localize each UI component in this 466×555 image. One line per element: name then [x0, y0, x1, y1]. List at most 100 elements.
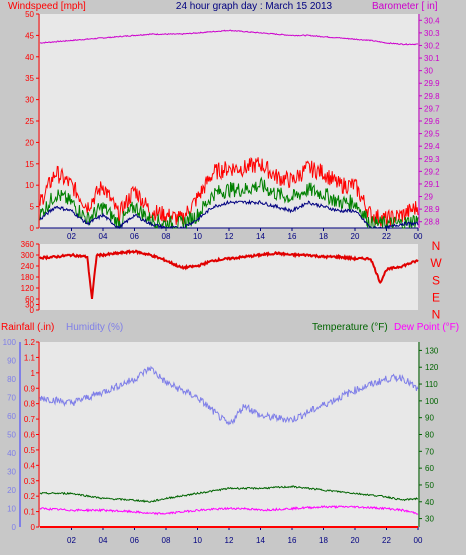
humidity-tick-label: 30 [7, 468, 16, 477]
time-tick-label: 20 [351, 232, 360, 241]
humidity-tick-label: 90 [7, 357, 16, 366]
wind-speed-series [39, 176, 419, 230]
windspeed-tick-label: 15 [25, 160, 34, 169]
time-tick-label: 04 [99, 232, 108, 241]
rainfall-tick-label: 1.2 [24, 338, 36, 347]
time-tick-label: 00 [414, 232, 423, 241]
direction-tick-label: 30 [25, 301, 34, 310]
temperature-tick-label: 130 [425, 346, 439, 355]
humidity-tick-label: 80 [7, 375, 16, 384]
barometer-tick-label: 29 [424, 193, 433, 202]
windspeed-tick-label: 30 [25, 96, 34, 105]
wind-direction-series [39, 249, 419, 300]
rainfall-tick-label: 0.5 [24, 446, 36, 455]
rainfall-tick-label: 1 [31, 369, 36, 378]
temperature-series [39, 485, 419, 503]
temperature-tick-label: 110 [425, 380, 438, 389]
wind-average-series [39, 199, 419, 230]
chart-title: 24 hour graph day : March 15 2013 [176, 1, 333, 12]
time-tick-label: 18 [319, 232, 328, 241]
compass-label: N [432, 308, 441, 322]
time-tick-label: 10 [193, 232, 202, 241]
windspeed-axis-label: Windspeed [mph] [8, 1, 86, 12]
rainfall-tick-label: 0.2 [24, 492, 36, 501]
barometer-tick-label: 30 [424, 67, 433, 76]
humidity-series [39, 365, 419, 426]
time-tick-label: 16 [288, 232, 297, 241]
direction-tick-label: 60 [25, 295, 34, 304]
compass-label: W [430, 256, 442, 270]
direction-tick-label: 240 [21, 262, 35, 271]
barometer-tick-label: 30.3 [424, 29, 440, 38]
temperature-axis-label: Temperature (°F) [312, 322, 388, 333]
humidity-tick-label: 50 [7, 431, 16, 440]
barometer-tick-label: 29.4 [424, 142, 440, 151]
direction-tick-label: 0 [30, 306, 35, 315]
time-tick-label: 12 [225, 536, 234, 545]
temperature-tick-label: 60 [425, 464, 434, 473]
temperature-tick-label: 80 [425, 431, 434, 440]
windspeed-tick-label: 20 [25, 138, 34, 147]
windspeed-tick-label: 40 [25, 53, 34, 62]
barometer-tick-label: 29.1 [424, 180, 440, 189]
time-tick-label: 02 [67, 232, 76, 241]
compass-label: N [432, 239, 441, 253]
rainfall-tick-label: 0.7 [24, 415, 36, 424]
time-tick-label: 12 [225, 232, 234, 241]
temperature-tick-label: 70 [425, 447, 434, 456]
wind-gust-series [39, 156, 419, 227]
windspeed-tick-label: 50 [25, 10, 34, 19]
barometer-tick-label: 29.2 [424, 167, 440, 176]
humidity-tick-label: 10 [7, 505, 16, 514]
windspeed-tick-label: 5 [30, 203, 35, 212]
barometer-tick-label: 29.8 [424, 92, 440, 101]
temperature-tick-label: 120 [425, 363, 439, 372]
humidity-tick-label: 70 [7, 394, 16, 403]
direction-tick-label: 300 [21, 251, 35, 260]
time-tick-label: 20 [351, 536, 360, 545]
barometer-axis-label: Barometer [ in] [372, 1, 438, 12]
humidity-tick-label: 60 [7, 412, 16, 421]
barometer-tick-label: 28.9 [424, 205, 440, 214]
time-tick-label: 14 [256, 232, 265, 241]
humidity-plot-area [40, 342, 418, 527]
temperature-tick-label: 30 [425, 515, 434, 524]
wind-barometer-panel: 0 5 10 15 20 25 30 35 40 45 50 28.8 28.9 29 29.1 29.2 29… [25, 10, 440, 241]
barometer-series [39, 29, 419, 46]
windspeed-tick-label: 25 [25, 117, 34, 126]
direction-tick-label: 120 [21, 284, 35, 293]
humidity-axis-label: Humidity (%) [66, 322, 123, 333]
temperature-tick-label: 100 [425, 397, 439, 406]
dewpoint-axis-label: Dew Point (°F) [394, 322, 459, 333]
rainfall-tick-label: 0.8 [24, 400, 36, 409]
barometer-tick-label: 29.3 [424, 155, 440, 164]
temperature-tick-label: 50 [425, 481, 434, 490]
barometer-tick-label: 28.8 [424, 218, 440, 227]
time-tick-label: 08 [162, 232, 171, 241]
barometer-tick-label: 30.2 [424, 41, 440, 50]
time-tick-label: 18 [319, 536, 328, 545]
barometer-tick-label: 30.1 [424, 54, 440, 63]
time-tick-label: 02 [67, 536, 76, 545]
rainfall-axis-label: Rainfall (.in) [1, 322, 54, 333]
compass-label: S [432, 273, 440, 287]
time-tick-label: 14 [256, 536, 265, 545]
time-tick-label: 06 [130, 232, 139, 241]
time-tick-label: 22 [382, 232, 391, 241]
temperature-tick-label: 40 [425, 498, 434, 507]
rainfall-tick-label: 1.1 [24, 353, 36, 362]
time-tick-label: 04 [99, 536, 108, 545]
windspeed-tick-label: 35 [25, 74, 34, 83]
humidity-tick-label: 20 [7, 486, 16, 495]
time-tick-label: 00 [414, 536, 423, 545]
compass-label: E [432, 290, 440, 304]
barometer-tick-label: 30.4 [424, 16, 440, 25]
time-tick-label: 22 [382, 536, 391, 545]
dewpoint-series [39, 504, 419, 516]
humidity-temperature-panel: 010203040506070809010000.10.20.30.40.50.… [3, 338, 439, 545]
windspeed-tick-label: 10 [25, 181, 34, 190]
time-tick-label: 08 [162, 536, 171, 545]
rainfall-tick-label: 0.4 [24, 461, 36, 470]
